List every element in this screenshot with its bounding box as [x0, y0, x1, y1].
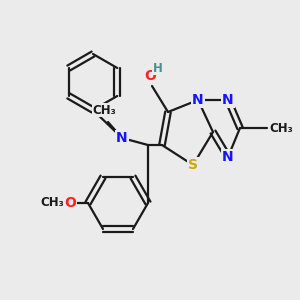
Text: CH₃: CH₃ — [269, 122, 293, 134]
Text: CH₃: CH₃ — [40, 196, 64, 209]
Text: H: H — [153, 61, 163, 74]
Text: N: N — [116, 131, 128, 145]
Text: N: N — [222, 150, 234, 164]
Text: N: N — [222, 93, 234, 107]
Text: S: S — [188, 158, 198, 172]
Text: N: N — [192, 93, 204, 107]
Text: O: O — [144, 69, 156, 83]
Text: O: O — [64, 196, 76, 210]
Text: CH₃: CH₃ — [92, 103, 116, 116]
